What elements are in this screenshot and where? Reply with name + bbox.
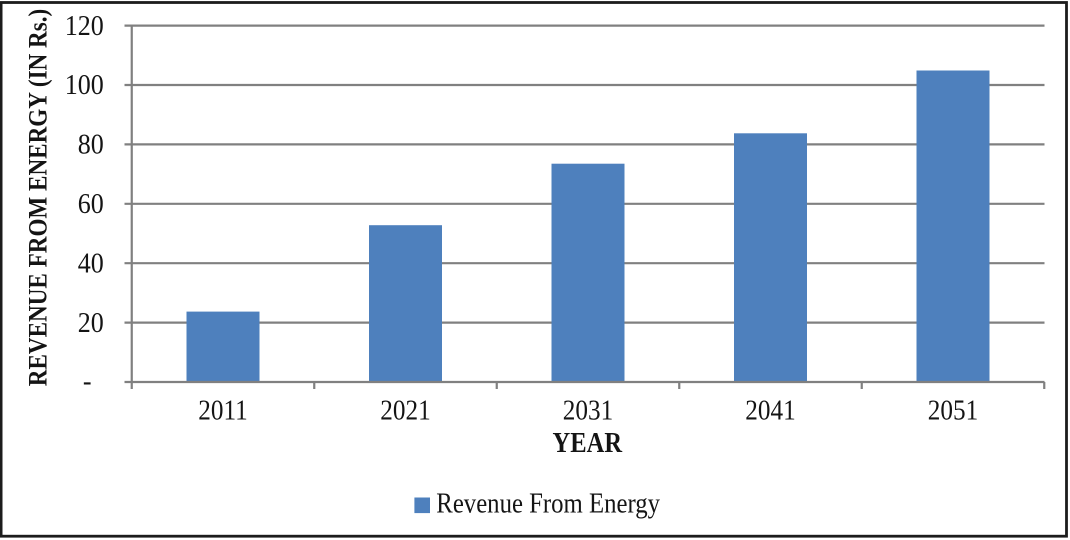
svg-text:REVENUE FROM ENERGY (IN Rs.): REVENUE FROM ENERGY (IN Rs.) (24, 9, 53, 386)
svg-text:100: 100 (65, 69, 104, 100)
svg-text:60: 60 (78, 188, 104, 219)
svg-text:2041: 2041 (745, 394, 795, 426)
svg-text:20: 20 (78, 307, 104, 338)
svg-text:80: 80 (78, 129, 104, 160)
svg-text:YEAR: YEAR (553, 428, 623, 459)
svg-text:120: 120 (65, 10, 104, 41)
svg-text:2031: 2031 (563, 394, 613, 426)
svg-text:2011: 2011 (198, 394, 247, 426)
svg-text:40: 40 (78, 248, 104, 279)
svg-text:Revenue From Energy: Revenue From Energy (436, 487, 660, 519)
svg-text:2021: 2021 (380, 394, 430, 426)
svg-text:-: - (83, 365, 92, 396)
svg-text:2051: 2051 (928, 394, 978, 426)
